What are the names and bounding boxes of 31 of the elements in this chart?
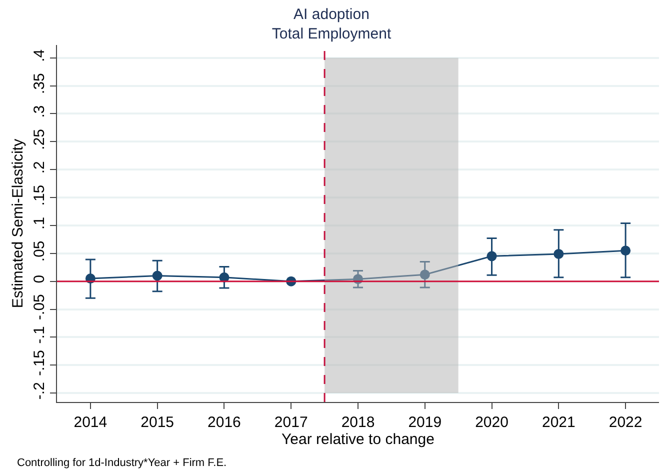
- x-tick-label: 2016: [208, 414, 241, 431]
- point: [486, 251, 497, 262]
- x-tick-label: 2017: [274, 414, 308, 431]
- x-tick-label: 2019: [408, 414, 442, 431]
- y-tick-label: .1: [31, 216, 48, 230]
- y-tick-label: .2: [31, 161, 48, 174]
- point: [152, 270, 162, 281]
- x-tick-label: 2021: [542, 414, 576, 431]
- y-axis-title: Estimated Semi-Elasticity: [9, 138, 26, 308]
- y-tick-label: .4: [31, 49, 48, 62]
- x-tick-label: 2014: [74, 414, 108, 431]
- x-tick-label: 2022: [608, 414, 642, 431]
- text: Controlling for 1d-Industry*Year + Firm F.E.: [17, 457, 227, 469]
- y-tick-label: -.15: [31, 350, 48, 376]
- x-axis-title: Year relative to change: [282, 431, 434, 448]
- y-tick-label: -.1: [31, 326, 48, 344]
- y-tick-label: .15: [31, 184, 48, 206]
- point: [620, 246, 631, 256]
- y-tick-label: -.2: [31, 382, 48, 400]
- y-tick-label: .05: [31, 240, 48, 262]
- x-tick-label: 2015: [140, 414, 174, 431]
- x-tick-label: 2020: [475, 414, 508, 431]
- point: [554, 248, 564, 259]
- y-tick-label: 0: [31, 274, 48, 284]
- x-tick-label: 2018: [341, 414, 375, 431]
- y-tick-label: -.05: [31, 294, 48, 320]
- y-tick-label: .3: [31, 105, 48, 118]
- point: [420, 270, 430, 280]
- y-tick-label: .35: [31, 73, 48, 94]
- chart-title: AI adoption Total Employment: [272, 6, 392, 42]
- y-tick-label: .25: [31, 128, 48, 150]
